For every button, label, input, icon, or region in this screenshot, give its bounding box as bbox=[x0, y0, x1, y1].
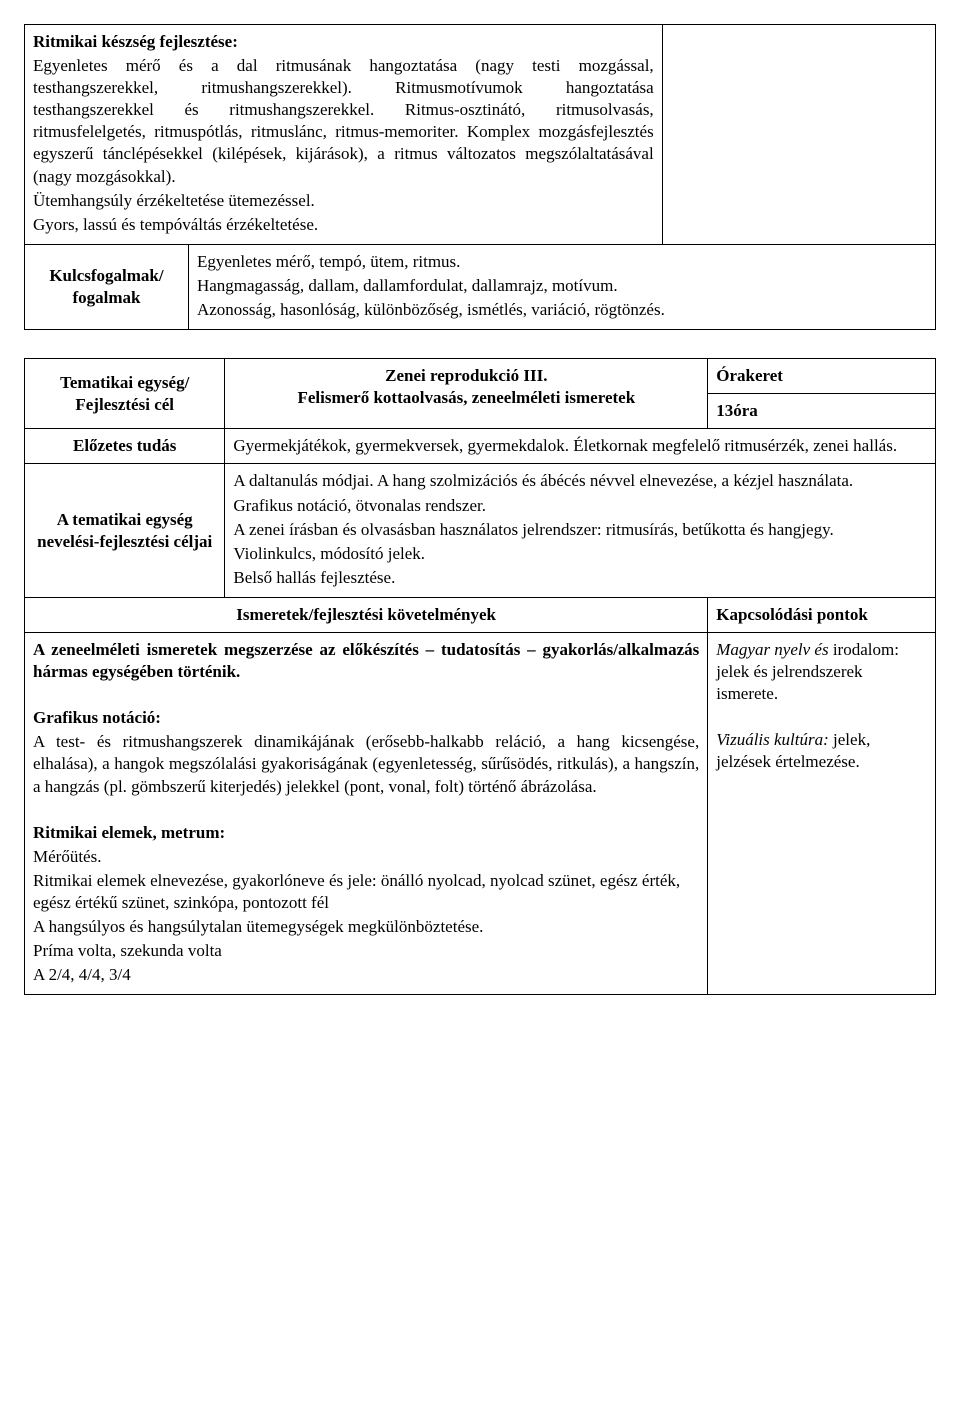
celjai-1: A daltanulás módjai. A hang szolmizációs… bbox=[233, 470, 927, 492]
celjai-5: Belső hallás fejlesztése. bbox=[233, 567, 927, 589]
kulcs-l1: Egyenletes mérő, tempó, ütem, ritmus. bbox=[197, 251, 927, 273]
section1-p2: Ütemhangsúly érzékeltetése ütemezéssel. bbox=[33, 190, 654, 212]
elozetes-content: Gyermekjátékok, gyermekversek, gyermekda… bbox=[225, 429, 936, 464]
kapcs-header: Kapcsolódási pontok bbox=[708, 597, 936, 632]
body-p3a: Mérőütés. bbox=[33, 846, 699, 868]
unit-table: Tematikai egység/ Fejlesztési cél Zenei … bbox=[24, 358, 936, 995]
body-p2: A test- és ritmushangszerek dinamikájána… bbox=[33, 731, 699, 797]
body-h2: Grafikus notáció: bbox=[33, 707, 699, 729]
kapcs-2a: Vizuális kultúra: bbox=[716, 730, 829, 749]
unit-title2: Felismerő kottaolvasás, zeneelméleti ism… bbox=[297, 388, 635, 407]
elozetes-label: Előzetes tudás bbox=[25, 429, 225, 464]
body-h3: Ritmikai elemek, metrum: bbox=[33, 822, 699, 844]
orakeret-label: Órakeret bbox=[708, 359, 936, 394]
ismeretek-header: Ismeretek/fejlesztési követelmények bbox=[25, 597, 708, 632]
celjai-2: Grafikus notáció, ötvonalas rendszer. bbox=[233, 495, 927, 517]
unit-title-cell: Zenei reprodukció III. Felismerő kottaol… bbox=[225, 359, 708, 429]
body-p3d: Príma volta, szekunda volta bbox=[33, 940, 699, 962]
kapcs-body: Magyar nyelv és irodalom: jelek és jelre… bbox=[708, 632, 936, 994]
kapcs-1a: Magyar nyelv és bbox=[716, 640, 828, 659]
tematikai-label: Tematikai egység/ Fejlesztési cél bbox=[25, 359, 225, 429]
orakeret-value: 13óra bbox=[708, 394, 936, 429]
celjai-label: A tematikai egység nevelési-fejlesztési … bbox=[25, 464, 225, 597]
section1-table: Ritmikai készség fejlesztése: Egyenletes… bbox=[24, 24, 936, 330]
kulcs-l2: Hangmagasság, dallam, dallamfordulat, da… bbox=[197, 275, 927, 297]
celjai-3: A zenei írásban és olvasásban használato… bbox=[233, 519, 927, 541]
kulcsfogalmak-content: Egyenletes mérő, tempó, ütem, ritmus. Ha… bbox=[188, 244, 935, 329]
section1-p3: Gyors, lassú és tempóváltás érzékeltetés… bbox=[33, 214, 654, 236]
kulcs-l3: Azonosság, hasonlóság, különbözőség, ism… bbox=[197, 299, 927, 321]
celjai-4: Violinkulcs, módosító jelek. bbox=[233, 543, 927, 565]
unit-title1: Zenei reprodukció III. bbox=[385, 366, 547, 385]
body-h1: A zeneelméleti ismeretek megszerzése az … bbox=[33, 639, 699, 683]
ritmikai-heading: Ritmikai készség fejlesztése: bbox=[33, 32, 238, 51]
celjai-content: A daltanulás módjai. A hang szolmizációs… bbox=[225, 464, 936, 597]
body-p3c: A hangsúlyos és hangsúlytalan ütemegység… bbox=[33, 916, 699, 938]
body-p3e: A 2/4, 4/4, 3/4 bbox=[33, 964, 699, 986]
section1-empty-right bbox=[662, 25, 935, 245]
ismeretek-body: A zeneelméleti ismeretek megszerzése az … bbox=[25, 632, 708, 994]
section1-p1: Egyenletes mérő és a dal ritmusának hang… bbox=[33, 55, 654, 188]
section1-content-cell: Ritmikai készség fejlesztése: Egyenletes… bbox=[25, 25, 663, 245]
body-p3b: Ritmikai elemek elnevezése, gyakorlóneve… bbox=[33, 870, 699, 914]
kulcsfogalmak-label: Kulcsfogalmak/ fogalmak bbox=[25, 244, 189, 329]
